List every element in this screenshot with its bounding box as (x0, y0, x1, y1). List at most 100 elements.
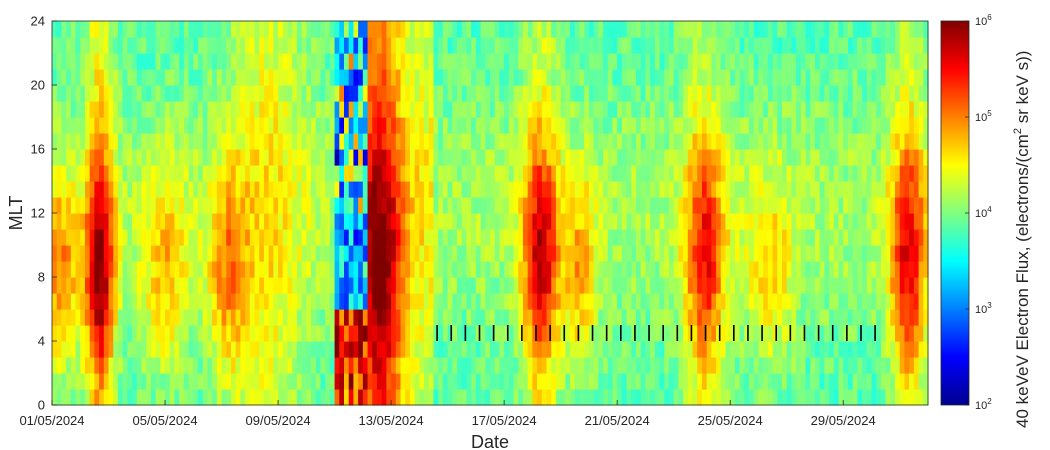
heatmap-cell (127, 277, 133, 294)
heatmap-cell (518, 245, 524, 262)
heatmap-cell (56, 357, 63, 374)
heatmap-cell (202, 53, 209, 70)
heatmap-cell (127, 149, 133, 166)
heatmap-cell (146, 229, 152, 246)
heatmap-cell (687, 325, 694, 342)
heatmap-cell (852, 357, 858, 374)
heatmap-cell (555, 229, 562, 246)
heatmap-cell (381, 101, 387, 118)
heatmap-cell (438, 325, 444, 342)
heatmap-cell (452, 389, 458, 406)
heatmap-cell (268, 181, 274, 198)
heatmap-cell (739, 293, 745, 310)
colorbar-tick-label: 104 (975, 205, 992, 220)
heatmap-cell (160, 341, 166, 358)
heatmap-cell (527, 53, 533, 70)
heatmap-cell (141, 37, 147, 54)
heatmap-cell (292, 69, 298, 86)
heatmap-cell (490, 213, 496, 230)
heatmap-cell (603, 389, 609, 406)
heatmap-cell (117, 149, 124, 166)
heatmap-cell (565, 373, 571, 390)
heatmap-cell (706, 261, 712, 278)
heatmap-cell (169, 21, 176, 38)
heatmap-cell (847, 165, 854, 182)
heatmap-cell (461, 261, 468, 278)
heatmap-cell (165, 133, 171, 150)
heatmap-cell (132, 197, 138, 214)
heatmap-cell (113, 277, 119, 294)
heatmap-cell (555, 101, 562, 118)
heatmap-cell (537, 357, 543, 374)
heatmap-cell (353, 165, 359, 182)
heatmap-cell (786, 325, 793, 342)
heatmap-cell (202, 245, 209, 262)
heatmap-cell (895, 165, 901, 182)
heatmap-cell (518, 357, 524, 374)
heatmap-cell (847, 357, 854, 374)
heatmap-cell (734, 101, 741, 118)
heatmap-cell (311, 277, 317, 294)
heatmap-cell (527, 85, 533, 102)
heatmap-cell (899, 277, 906, 294)
heatmap-cell (546, 85, 552, 102)
heatmap-cell (122, 117, 128, 134)
heatmap-cell (66, 229, 72, 246)
heatmap-cell (843, 261, 849, 278)
heatmap-cell (249, 373, 256, 390)
heatmap-cell (122, 37, 128, 54)
heatmap-cell (320, 21, 326, 38)
heatmap-cell (513, 85, 519, 102)
heatmap-cell (668, 389, 675, 406)
heatmap-cell (857, 149, 863, 166)
heatmap-cell (687, 69, 694, 86)
heatmap-cell (767, 69, 774, 86)
heatmap-cell (61, 133, 67, 150)
heatmap-cell (800, 37, 807, 54)
heatmap-cell (626, 357, 632, 374)
heatmap-cell (895, 53, 901, 70)
heatmap-cell (541, 309, 548, 326)
heatmap-cell (367, 21, 373, 38)
heatmap-cell (433, 69, 439, 86)
heatmap-cell (899, 85, 906, 102)
heatmap-cell (466, 261, 472, 278)
heatmap-cell (791, 309, 797, 326)
heatmap-cell (287, 21, 293, 38)
heatmap-cell (230, 197, 237, 214)
heatmap-cell (334, 117, 340, 134)
heatmap-cell (174, 165, 180, 182)
heatmap-cell (814, 85, 821, 102)
heatmap-cell (419, 389, 425, 406)
heatmap-cell (296, 85, 303, 102)
heatmap-cell (650, 325, 656, 342)
data-gap-marker (634, 325, 636, 341)
heatmap-cell (612, 53, 618, 70)
heatmap-cell (339, 277, 345, 294)
heatmap-cell (344, 21, 350, 38)
heatmap-cell (80, 149, 86, 166)
heatmap-cell (725, 21, 731, 38)
heatmap-cell (268, 149, 274, 166)
heatmap-cell (245, 229, 251, 246)
heatmap-cell (923, 181, 929, 198)
heatmap-cell (75, 149, 81, 166)
heatmap-cell (725, 181, 731, 198)
heatmap-cell (899, 181, 906, 198)
heatmap-cell (471, 261, 477, 278)
heatmap-cell (918, 37, 924, 54)
heatmap-cell (824, 373, 830, 390)
heatmap-cell (513, 261, 519, 278)
heatmap-cell (56, 277, 63, 294)
heatmap-cell (640, 325, 647, 342)
heatmap-cell (701, 165, 708, 182)
heatmap-cell (574, 85, 581, 102)
heatmap-cell (763, 53, 769, 70)
heatmap-cell (245, 117, 251, 134)
heatmap-cell (730, 373, 736, 390)
heatmap-cell (791, 21, 797, 38)
heatmap-cell (320, 213, 326, 230)
heatmap-cell (240, 133, 246, 150)
heatmap-cell (880, 101, 887, 118)
heatmap-cell (508, 357, 515, 374)
